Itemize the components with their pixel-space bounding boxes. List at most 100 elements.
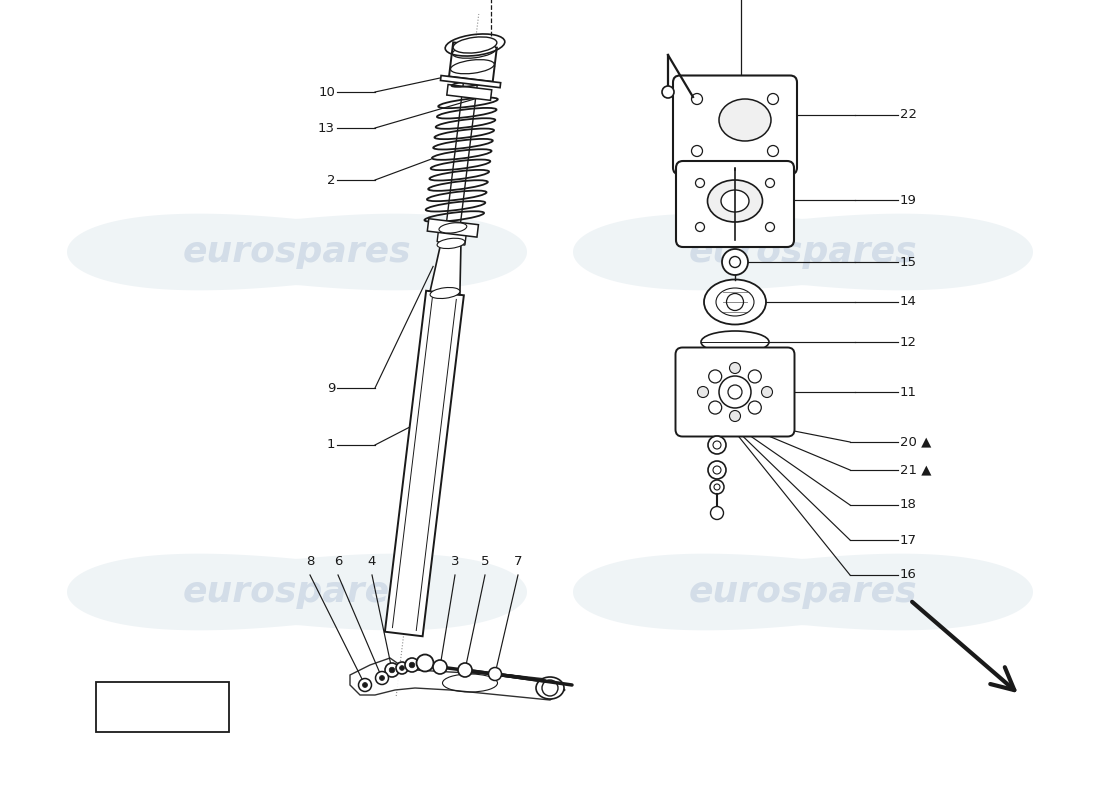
Circle shape: [729, 362, 740, 374]
Polygon shape: [67, 214, 527, 290]
Text: 7: 7: [514, 555, 522, 568]
Ellipse shape: [536, 677, 564, 699]
Circle shape: [409, 662, 415, 668]
Text: 19: 19: [900, 194, 917, 206]
Circle shape: [417, 654, 433, 671]
Circle shape: [695, 178, 704, 187]
Circle shape: [766, 178, 774, 187]
Circle shape: [748, 401, 761, 414]
Text: 13: 13: [318, 122, 336, 134]
Polygon shape: [350, 658, 565, 700]
Text: 12: 12: [900, 335, 917, 349]
Polygon shape: [398, 62, 480, 622]
Circle shape: [433, 660, 447, 674]
Polygon shape: [385, 290, 464, 636]
Circle shape: [542, 680, 558, 696]
Text: 8: 8: [306, 555, 315, 568]
Text: 9: 9: [327, 382, 336, 394]
Circle shape: [389, 667, 395, 673]
Polygon shape: [573, 214, 1033, 290]
Circle shape: [385, 663, 399, 677]
Polygon shape: [440, 75, 500, 88]
Polygon shape: [437, 226, 466, 245]
Text: 1: 1: [327, 438, 336, 451]
Ellipse shape: [439, 222, 466, 233]
Ellipse shape: [451, 60, 494, 74]
Circle shape: [768, 94, 779, 105]
Text: 14: 14: [900, 295, 917, 309]
Circle shape: [405, 658, 419, 672]
Circle shape: [708, 401, 722, 414]
Text: eurospares: eurospares: [183, 235, 411, 269]
Circle shape: [768, 146, 779, 157]
Ellipse shape: [719, 99, 771, 141]
Ellipse shape: [452, 44, 496, 58]
Circle shape: [359, 678, 372, 691]
Ellipse shape: [437, 238, 465, 249]
Circle shape: [379, 675, 385, 681]
Ellipse shape: [720, 190, 749, 212]
Circle shape: [766, 222, 774, 231]
Text: 18: 18: [900, 498, 917, 511]
Polygon shape: [427, 218, 478, 237]
Circle shape: [708, 370, 722, 383]
Ellipse shape: [707, 180, 762, 222]
Text: 2: 2: [327, 174, 336, 186]
Circle shape: [711, 506, 724, 519]
Text: ▲ = 1: ▲ = 1: [140, 699, 184, 714]
Text: 4: 4: [367, 555, 376, 568]
Polygon shape: [449, 42, 497, 82]
Circle shape: [488, 667, 502, 681]
Circle shape: [399, 666, 405, 670]
Text: 5: 5: [481, 555, 490, 568]
Circle shape: [708, 461, 726, 479]
Circle shape: [458, 663, 472, 677]
Ellipse shape: [430, 287, 460, 298]
Polygon shape: [447, 85, 492, 100]
Polygon shape: [67, 554, 527, 630]
Text: 22: 22: [900, 109, 917, 122]
Text: 21 ▲: 21 ▲: [900, 463, 932, 477]
FancyBboxPatch shape: [96, 682, 229, 732]
Circle shape: [729, 410, 740, 422]
FancyBboxPatch shape: [675, 347, 794, 437]
Circle shape: [713, 441, 721, 449]
Circle shape: [729, 257, 740, 267]
Ellipse shape: [453, 37, 497, 53]
Circle shape: [722, 249, 748, 275]
Circle shape: [363, 682, 367, 687]
Text: 3: 3: [451, 555, 460, 568]
Ellipse shape: [701, 331, 769, 353]
Text: 6: 6: [333, 555, 342, 568]
Ellipse shape: [716, 288, 754, 316]
Circle shape: [713, 466, 721, 474]
Circle shape: [662, 86, 674, 98]
Polygon shape: [430, 242, 461, 295]
FancyBboxPatch shape: [676, 161, 794, 247]
Text: 11: 11: [900, 386, 917, 398]
Text: 10: 10: [318, 86, 336, 98]
Text: eurospares: eurospares: [183, 575, 411, 609]
Text: 15: 15: [900, 255, 917, 269]
Circle shape: [692, 146, 703, 157]
Text: eurospares: eurospares: [689, 235, 917, 269]
Circle shape: [748, 370, 761, 383]
Circle shape: [692, 94, 703, 105]
Text: 17: 17: [900, 534, 917, 546]
FancyBboxPatch shape: [673, 75, 797, 174]
Circle shape: [396, 662, 408, 674]
Text: 16: 16: [900, 569, 917, 582]
Circle shape: [728, 385, 743, 399]
Polygon shape: [573, 554, 1033, 630]
Circle shape: [375, 671, 388, 685]
Circle shape: [761, 386, 772, 398]
Circle shape: [710, 480, 724, 494]
Text: eurospares: eurospares: [689, 575, 917, 609]
Circle shape: [708, 436, 726, 454]
Circle shape: [726, 294, 744, 310]
Circle shape: [719, 376, 751, 408]
Circle shape: [697, 386, 708, 398]
Circle shape: [714, 484, 720, 490]
Text: 20 ▲: 20 ▲: [900, 435, 932, 449]
Ellipse shape: [704, 279, 766, 325]
